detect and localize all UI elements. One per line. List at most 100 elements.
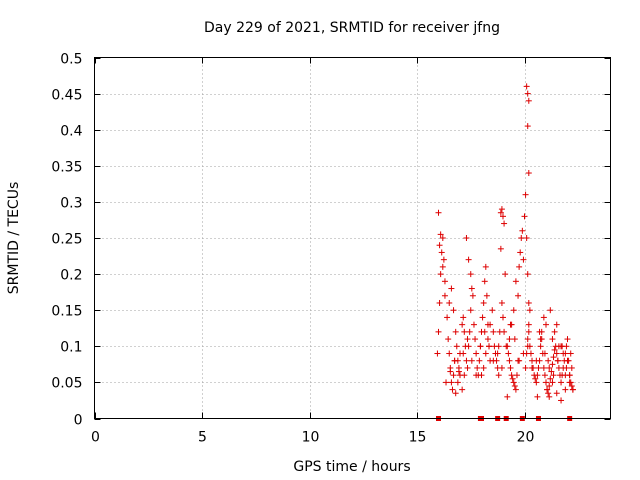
x-tick-label: 10 — [302, 430, 320, 446]
data-point — [546, 393, 553, 400]
data-point — [506, 357, 513, 364]
data-point — [463, 235, 470, 241]
y-axis-label: SRMTID / TECUs — [6, 182, 22, 295]
data-point — [450, 372, 457, 379]
data-point — [559, 343, 566, 350]
y-tick-label: 0.45 — [51, 88, 82, 104]
data-point — [441, 278, 448, 285]
data-point — [465, 343, 472, 350]
chart-title: Day 229 of 2021, SRMTID for receiver jfn… — [204, 20, 500, 36]
x-tick-label: 20 — [517, 430, 535, 446]
data-point — [550, 372, 557, 379]
data-point — [526, 307, 533, 314]
data-point — [551, 328, 558, 335]
data-point — [484, 336, 491, 343]
data-point — [474, 364, 481, 371]
data-point — [445, 336, 452, 343]
data-point — [536, 328, 543, 335]
data-point — [451, 357, 458, 364]
data-point — [506, 336, 513, 343]
data-point — [467, 271, 474, 278]
y-tick-label: 0.05 — [51, 376, 82, 392]
data-point — [522, 191, 529, 198]
data-point — [525, 328, 532, 335]
data-point — [554, 357, 561, 364]
data-point — [490, 328, 497, 335]
data-point — [464, 336, 471, 343]
y-tick-label: 0.3 — [60, 196, 82, 212]
data-point — [509, 375, 516, 382]
data-point — [524, 343, 531, 350]
data-point — [549, 336, 556, 343]
data-point — [469, 292, 476, 299]
data-point — [564, 336, 571, 343]
x-tick-label: 0 — [91, 430, 100, 446]
data-point — [507, 364, 514, 371]
data-point — [436, 299, 443, 306]
data-point — [498, 206, 505, 213]
data-point — [468, 285, 475, 292]
data-point — [449, 386, 456, 393]
data-point — [505, 350, 512, 357]
data-point — [524, 336, 531, 343]
data-point — [441, 292, 448, 299]
data-point — [548, 368, 555, 375]
data-point — [482, 350, 489, 357]
data-point — [434, 350, 441, 357]
data-point — [564, 357, 571, 364]
data-point — [463, 357, 470, 364]
data-point — [550, 354, 557, 361]
data-point — [524, 271, 531, 278]
data-point — [501, 220, 508, 227]
data-point — [448, 379, 455, 386]
data-point — [521, 213, 528, 220]
data-point — [473, 372, 480, 379]
data-point — [464, 364, 471, 371]
data-point — [525, 170, 532, 177]
data-point — [560, 350, 567, 357]
data-point — [553, 321, 560, 328]
x-tick-label: 15 — [409, 430, 427, 446]
y-tick-label: 0.1 — [60, 340, 82, 356]
data-point — [466, 328, 473, 335]
x-tick-labels: 0 5 10 15 20 — [91, 430, 534, 446]
data-point — [472, 336, 479, 343]
data-point — [453, 343, 460, 350]
data-point — [455, 368, 462, 375]
data-point — [437, 231, 444, 238]
data-point — [481, 328, 488, 335]
data-point — [541, 350, 548, 357]
data-point — [447, 368, 454, 375]
data-point — [483, 292, 490, 299]
y-tick-label: 0.25 — [51, 232, 82, 248]
data-point — [540, 364, 547, 371]
data-point — [444, 314, 451, 321]
data-point — [535, 364, 542, 371]
data-point — [529, 364, 536, 371]
data-point — [537, 343, 544, 350]
data-point — [497, 209, 504, 216]
data-point — [468, 357, 475, 364]
data-point — [439, 235, 446, 241]
data-point — [435, 209, 442, 216]
data-point — [549, 379, 556, 386]
data-point — [532, 375, 539, 382]
y-tick-label: 0.15 — [51, 304, 82, 320]
y-tick-labels: 0 0.05 0.1 0.15 0.2 0.25 0.3 0.35 0.4 0.45 0.5 — [51, 52, 82, 429]
data-point — [568, 383, 575, 390]
data-point — [568, 364, 575, 371]
y-tick-label: 0 — [74, 413, 83, 429]
data-point — [482, 263, 489, 270]
data-point — [502, 271, 509, 278]
data-point — [446, 299, 453, 306]
data-point — [438, 249, 445, 256]
data-point — [547, 375, 554, 382]
data-point — [527, 350, 534, 357]
data-point — [465, 256, 472, 263]
data-point — [479, 314, 486, 321]
data-point — [461, 328, 468, 335]
data-point — [510, 307, 517, 314]
grid-layer — [94, 57, 611, 419]
data-point — [452, 390, 459, 397]
data-point — [470, 321, 477, 328]
